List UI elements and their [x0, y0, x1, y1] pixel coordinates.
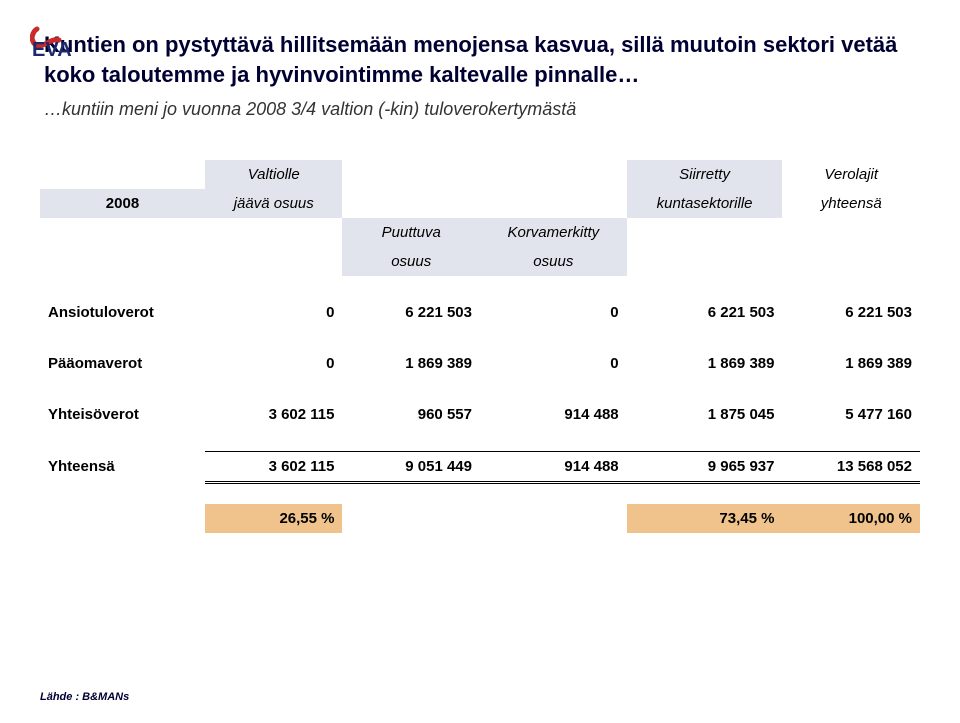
hdr-verolajit-1: Verolajit	[782, 160, 920, 189]
cell: 1 869 389	[782, 349, 920, 378]
cell: 6 221 503	[782, 298, 920, 327]
cell: 9 051 449	[342, 451, 480, 482]
hdr-siirretty-1: Siirretty	[627, 160, 783, 189]
cell: 0	[480, 298, 627, 327]
cell: 6 221 503	[342, 298, 480, 327]
page-title: Kuntien on pystyttävä hillitsemään menoj…	[44, 30, 920, 89]
row-label: Pääomaverot	[40, 349, 205, 378]
logo: EVA	[30, 18, 100, 65]
cell: 13 568 052	[782, 451, 920, 482]
hdr-valtiolle-2: jäävä osuus	[205, 189, 343, 218]
pct-total: 100,00 %	[782, 504, 920, 533]
cell: 960 557	[342, 400, 480, 429]
svg-text:EVA: EVA	[32, 39, 72, 60]
table-row: Ansiotuloverot 0 6 221 503 0 6 221 503 6…	[40, 298, 920, 327]
cell: 1 875 045	[627, 400, 783, 429]
cell: 3 602 115	[205, 400, 343, 429]
row-label: Yhteisöverot	[40, 400, 205, 429]
page-subtitle: …kuntiin meni jo vuonna 2008 3/4 valtion…	[44, 99, 920, 120]
total-row: Yhteensä 3 602 115 9 051 449 914 488 9 9…	[40, 451, 920, 482]
hdr-siirretty-2: kuntasektorille	[627, 189, 783, 218]
source-footer: Lähde : B&MANs	[40, 691, 129, 703]
hdr-verolajit-2: yhteensä	[782, 189, 920, 218]
cell: 9 965 937	[627, 451, 783, 482]
cell: 6 221 503	[627, 298, 783, 327]
cell: 3 602 115	[205, 451, 343, 482]
cell: 5 477 160	[782, 400, 920, 429]
tax-table: Valtiolle Siirretty Verolajit 2008 jäävä…	[40, 160, 920, 533]
pct-left: 26,55 %	[205, 504, 343, 533]
cell: 914 488	[480, 451, 627, 482]
hdr-puuttuva-2: osuus	[342, 247, 480, 276]
table-row: Pääomaverot 0 1 869 389 0 1 869 389 1 86…	[40, 349, 920, 378]
total-label: Yhteensä	[40, 451, 205, 482]
hdr-puuttuva-1: Puuttuva	[342, 218, 480, 247]
cell: 0	[480, 349, 627, 378]
cell: 1 869 389	[627, 349, 783, 378]
row-label: Ansiotuloverot	[40, 298, 205, 327]
percent-row: 26,55 % 73,45 % 100,00 %	[40, 504, 920, 533]
year-label: 2008	[40, 189, 205, 218]
hdr-korvamerkitty-2: osuus	[480, 247, 627, 276]
hdr-korvamerkitty-1: Korvamerkitty	[480, 218, 627, 247]
cell: 0	[205, 298, 343, 327]
hdr-valtiolle-1: Valtiolle	[205, 160, 343, 189]
cell: 0	[205, 349, 343, 378]
pct-right: 73,45 %	[627, 504, 783, 533]
table-row: Yhteisöverot 3 602 115 960 557 914 488 1…	[40, 400, 920, 429]
cell: 1 869 389	[342, 349, 480, 378]
cell: 914 488	[480, 400, 627, 429]
